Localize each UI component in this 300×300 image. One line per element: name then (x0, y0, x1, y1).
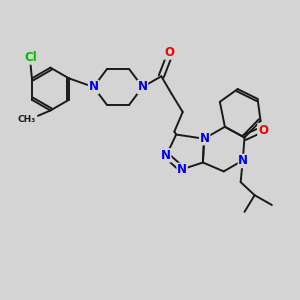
Text: N: N (238, 154, 248, 167)
Text: N: N (161, 149, 171, 162)
Text: Cl: Cl (24, 51, 37, 64)
Text: N: N (177, 164, 187, 176)
Text: N: N (88, 80, 98, 94)
Text: N: N (200, 132, 210, 145)
Text: O: O (258, 124, 268, 136)
Text: O: O (165, 46, 175, 59)
Text: CH₃: CH₃ (17, 115, 36, 124)
Text: N: N (138, 80, 148, 94)
